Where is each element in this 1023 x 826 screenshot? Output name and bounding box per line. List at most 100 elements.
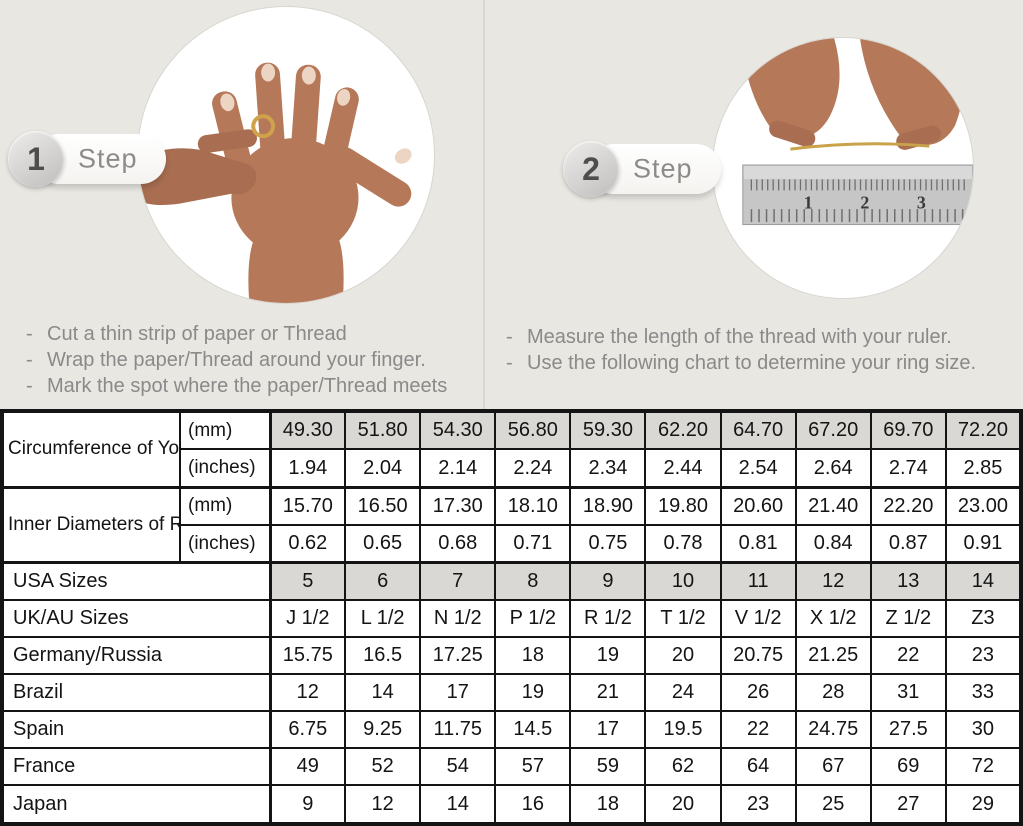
size-value: R 1/2 [569, 599, 647, 639]
size-value: 69.70 [869, 409, 947, 451]
row-label: USA Sizes [1, 561, 271, 602]
size-value: 19 [494, 673, 572, 713]
bullet-dash: - [26, 375, 33, 397]
step-1-photo [137, 6, 435, 304]
size-value: 1.94 [268, 448, 347, 489]
size-value: L 1/2 [344, 599, 422, 639]
instruction-line: - Mark the spot where the paper/Thread me… [26, 373, 476, 399]
size-value: 2.54 [719, 448, 797, 489]
ring-icon [251, 114, 276, 139]
size-value: 67 [794, 747, 872, 787]
size-value: 30 [944, 710, 1023, 750]
size-value: 15.70 [268, 485, 347, 526]
step-2-panel: 1 2 3 2 Step - Measure the length of the … [483, 0, 1023, 409]
size-value: 2.04 [344, 448, 422, 489]
size-value: 10 [644, 561, 722, 602]
size-value: 64.70 [719, 409, 797, 451]
row-group-label: Inner Diameters of Rings [1, 485, 181, 564]
size-value: 16 [494, 784, 572, 825]
bullet-dash: - [26, 349, 33, 371]
row-label: Germany/Russia [1, 636, 271, 676]
instruction-line: - Measure the length of the thread with y… [506, 324, 1021, 350]
size-value: 2.64 [794, 448, 872, 489]
size-value: 59 [569, 747, 647, 787]
size-value: 23 [719, 784, 797, 825]
instruction-text: Use the following chart to determine you… [527, 352, 977, 374]
size-value: 17.25 [419, 636, 497, 676]
bullet-dash: - [506, 326, 513, 348]
size-value: 24 [644, 673, 722, 713]
size-value: 12 [794, 561, 872, 602]
size-value: 14.5 [494, 710, 572, 750]
size-value: 21 [569, 673, 647, 713]
size-value: 28 [794, 673, 872, 713]
size-value: 16.5 [344, 636, 422, 676]
size-value: 67.20 [794, 409, 872, 451]
size-value: 54 [419, 747, 497, 787]
size-value: 49 [268, 747, 347, 787]
unit-label: (inches) [179, 448, 271, 489]
size-value: 20.60 [719, 485, 797, 526]
metal-ruler: 1 2 3 [742, 164, 973, 226]
size-value: 72 [944, 747, 1023, 787]
row-label: Brazil [1, 673, 271, 713]
size-value: 13 [869, 561, 947, 602]
size-value: 20 [644, 636, 722, 676]
size-value: 19.5 [644, 710, 722, 750]
size-value: 14 [344, 673, 422, 713]
size-value: 9 [569, 561, 647, 602]
size-value: 18.10 [494, 485, 572, 526]
ruler-measuring-illustration: 1 2 3 [740, 38, 973, 226]
size-value: 12 [344, 784, 422, 825]
size-value: 0.78 [644, 523, 722, 564]
size-value: T 1/2 [644, 599, 722, 639]
bullet-dash: - [506, 352, 513, 374]
bullet-dash: - [26, 323, 33, 345]
size-value: 33 [944, 673, 1023, 713]
size-value: 2.74 [869, 448, 947, 489]
gold-thread [790, 142, 930, 151]
instruction-line: - Cut a thin strip of paper or Thread [26, 321, 476, 347]
size-value: 19.80 [644, 485, 722, 526]
size-value: 52 [344, 747, 422, 787]
unit-label: (mm) [179, 409, 271, 451]
size-value: P 1/2 [494, 599, 572, 639]
step-label: Step [633, 153, 693, 184]
row-label: Spain [1, 710, 271, 750]
ring-size-table: Circumference of Your Finger(mm)49.3051.… [0, 409, 1023, 826]
size-value: 11 [719, 561, 797, 602]
size-value: 59.30 [569, 409, 647, 451]
size-value: Z3 [944, 599, 1023, 639]
row-label: UK/AU Sizes [1, 599, 271, 639]
size-value: 18 [494, 636, 572, 676]
size-value: 0.81 [719, 523, 797, 564]
size-value: 64 [719, 747, 797, 787]
hand-with-ring-illustration [138, 62, 412, 303]
row-label: Japan [1, 784, 271, 825]
row-group-label: Circumference of Your Finger [1, 409, 181, 489]
ruler-number-1: 1 [804, 193, 813, 213]
size-value: 6 [344, 561, 422, 602]
size-value: 57 [494, 747, 572, 787]
row-label: France [1, 747, 271, 787]
size-value: 20 [644, 784, 722, 825]
table-body: Circumference of Your Finger(mm)49.3051.… [1, 409, 1023, 825]
size-value: 0.87 [869, 523, 947, 564]
size-value: 21.25 [794, 636, 872, 676]
instruction-text: Measure the length of the thread with yo… [527, 326, 952, 348]
size-value: 20.75 [719, 636, 797, 676]
ruler-number-2: 2 [860, 193, 869, 213]
size-value: 2.14 [419, 448, 497, 489]
step-label: Step [78, 143, 138, 174]
size-value: 0.75 [569, 523, 647, 564]
size-value: Z 1/2 [869, 599, 947, 639]
size-value: 72.20 [944, 409, 1023, 451]
size-value: 23.00 [944, 485, 1023, 526]
size-value: 19 [569, 636, 647, 676]
instruction-text: Mark the spot where the paper/Thread mee… [47, 375, 448, 397]
size-value: 54.30 [419, 409, 497, 451]
size-value: J 1/2 [268, 599, 347, 639]
step-number-circle: 2 [563, 141, 619, 197]
size-value: 8 [494, 561, 572, 602]
